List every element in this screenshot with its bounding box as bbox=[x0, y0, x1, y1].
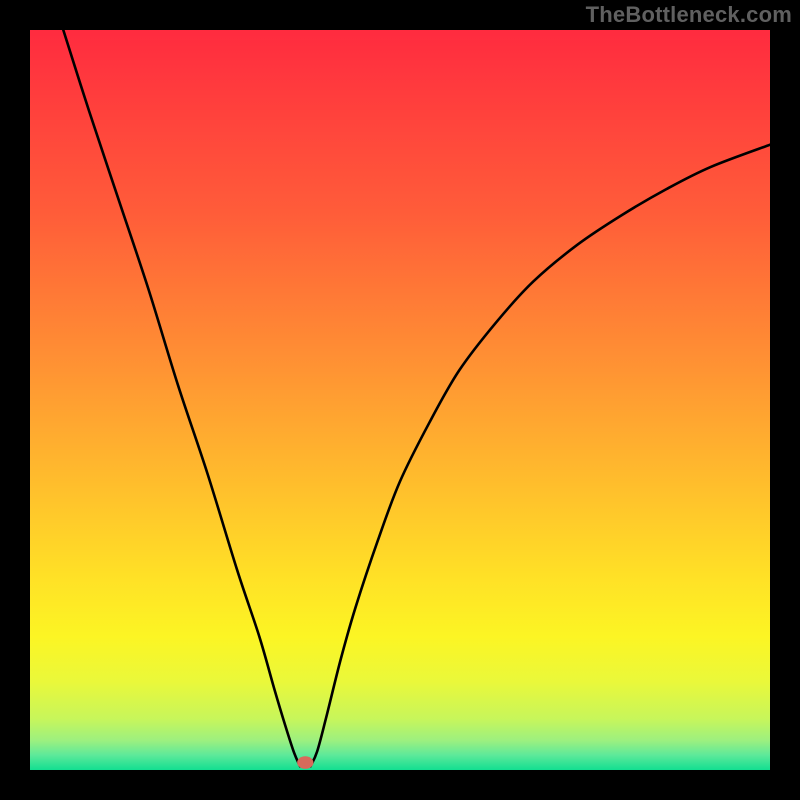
bottleneck-curve-left bbox=[63, 30, 300, 766]
outer-frame: TheBottleneck.com bbox=[0, 0, 800, 800]
chart-svg bbox=[30, 30, 770, 770]
plot-area bbox=[30, 30, 770, 770]
attribution-text: TheBottleneck.com bbox=[586, 2, 792, 28]
optimal-point-marker bbox=[297, 756, 313, 769]
bottleneck-curve-right bbox=[310, 145, 770, 767]
